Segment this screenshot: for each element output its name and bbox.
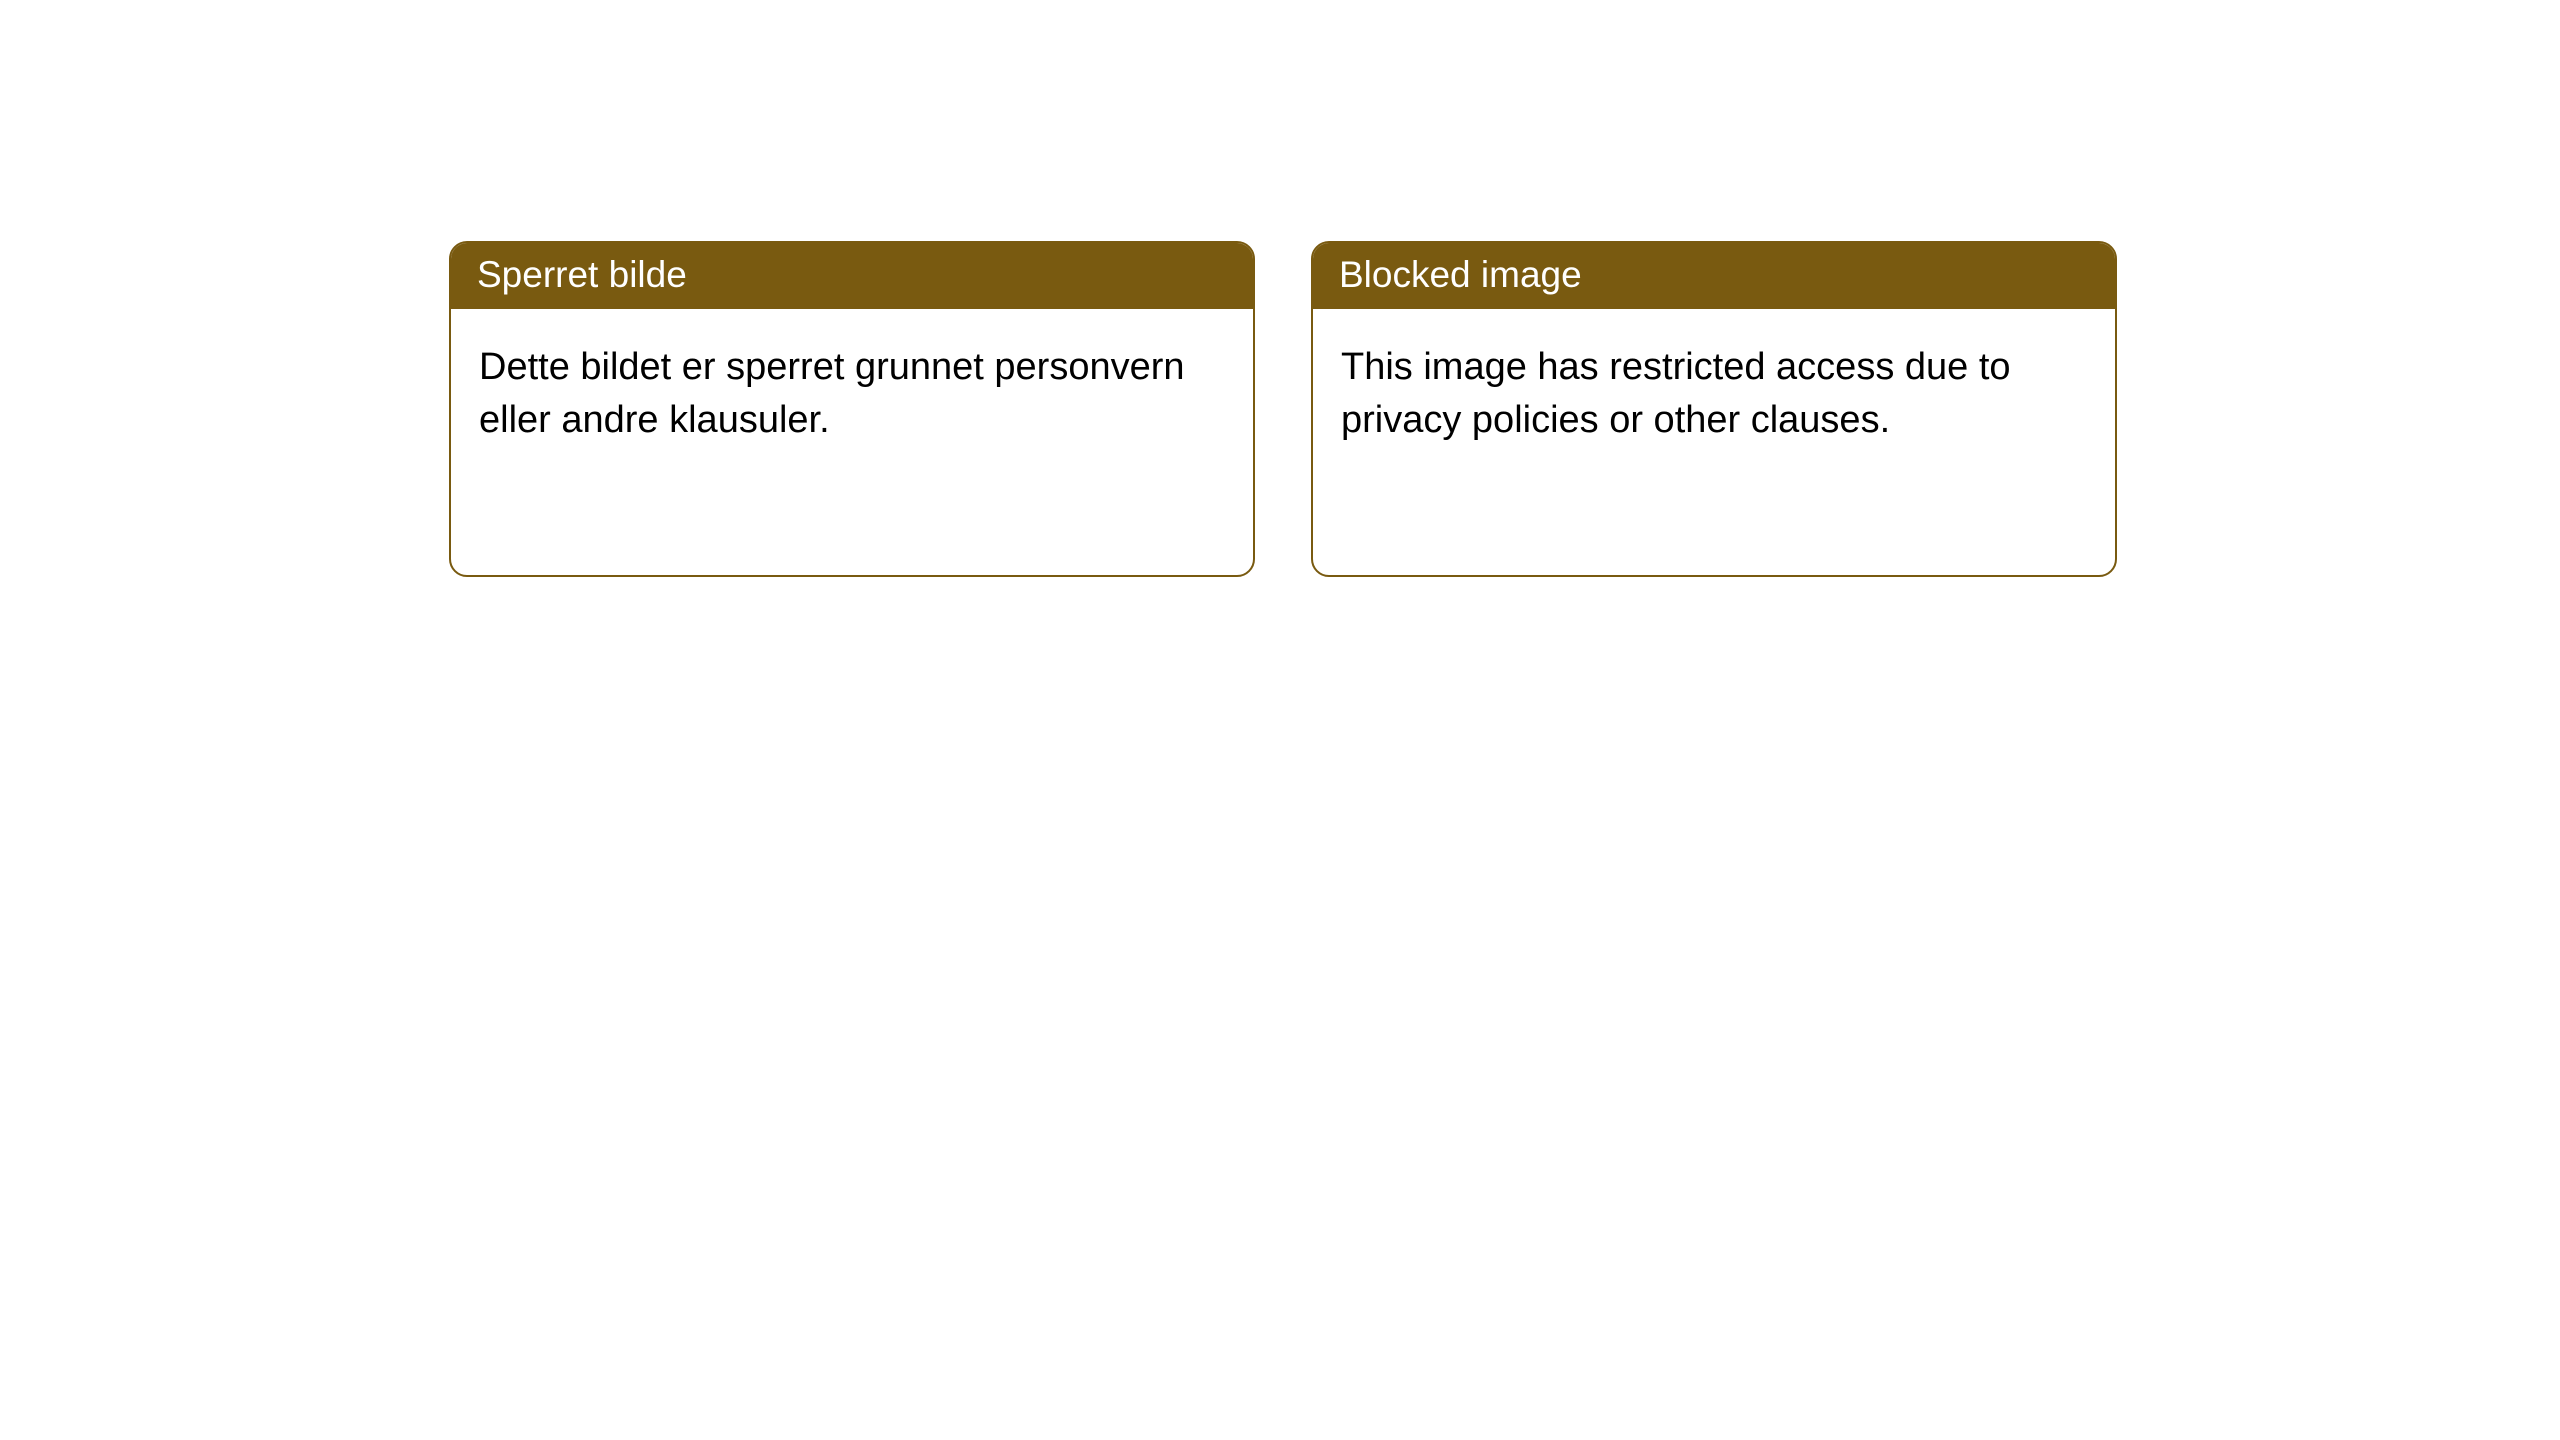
notice-card-title: Blocked image (1313, 243, 2115, 309)
notice-card-body: This image has restricted access due to … (1313, 309, 2115, 478)
notice-card-norwegian: Sperret bilde Dette bildet er sperret gr… (449, 241, 1255, 577)
notice-card-english: Blocked image This image has restricted … (1311, 241, 2117, 577)
notice-cards-container: Sperret bilde Dette bildet er sperret gr… (449, 241, 2117, 577)
notice-card-body: Dette bildet er sperret grunnet personve… (451, 309, 1253, 478)
notice-card-title: Sperret bilde (451, 243, 1253, 309)
